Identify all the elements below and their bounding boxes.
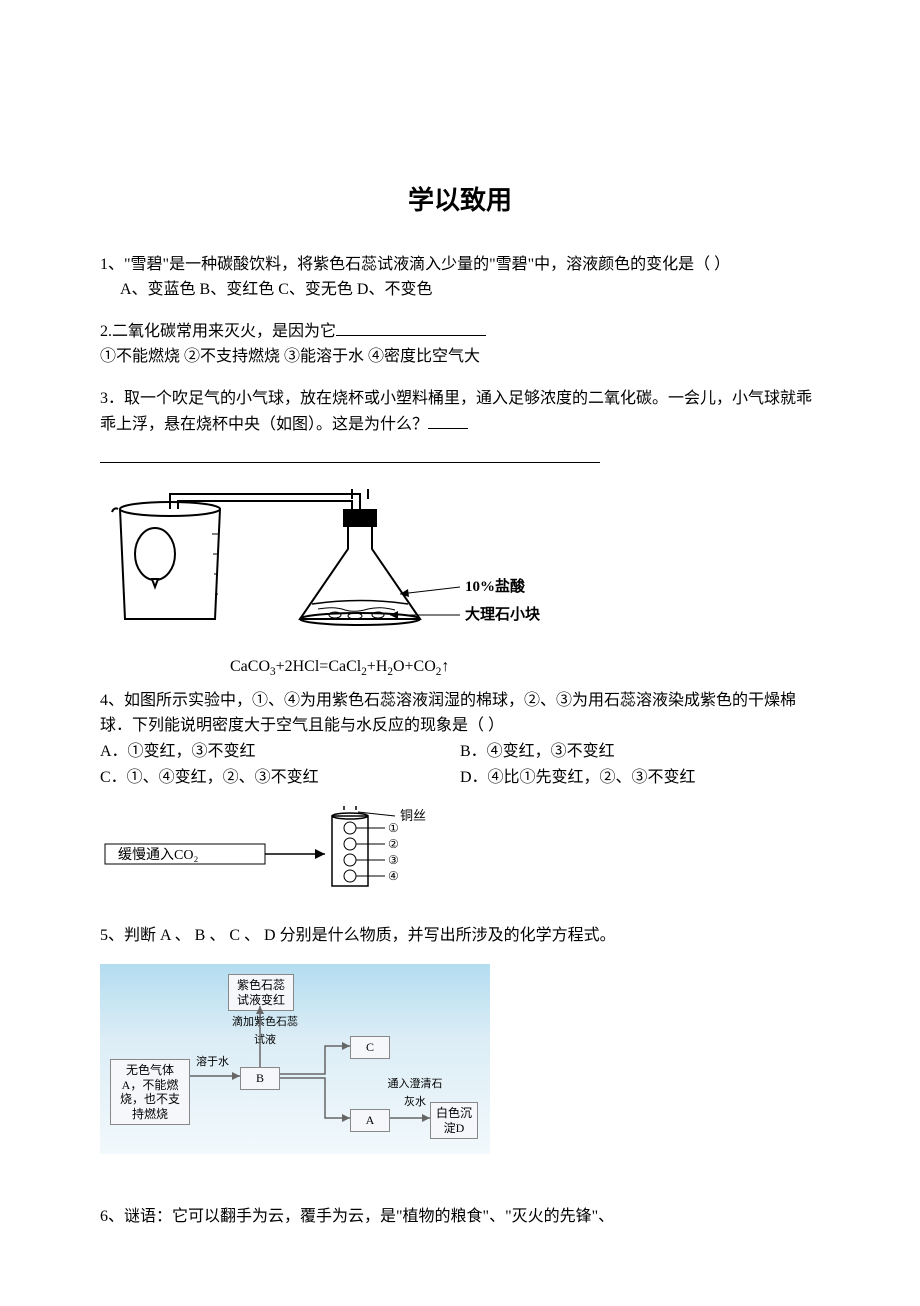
- q3-blank-short: [428, 428, 468, 429]
- question-5: 5、判断 A 、 B 、 C 、 D 分别是什么物质，并写出所涉及的化学方程式。: [100, 923, 820, 949]
- svg-text:①: ①: [388, 821, 399, 835]
- q3-text: 3．取一个吹足气的小气球，放在烧杯或小塑料桶里，通入足够浓度的二氧化碳。一会儿，…: [100, 386, 820, 437]
- question-2: 2.二氧化碳常用来灭火，是因为它 ①不能燃烧 ②不支持燃烧 ③能溶于水 ④密度比…: [100, 319, 820, 370]
- q4-optA: A．①变红，③不变红: [100, 739, 460, 765]
- figure-3: 无色气体A，不能燃烧，也不支持燃烧 B 紫色石蕊试液变红 C A 白色沉淀D 溶…: [100, 964, 820, 1154]
- fig1-hcl-label: 10%盐酸: [465, 577, 526, 595]
- question-3: 3．取一个吹足气的小气球，放在烧杯或小塑料桶里，通入足够浓度的二氧化碳。一会儿，…: [100, 386, 820, 463]
- fig1-marble-label: 大理石小块: [465, 605, 541, 623]
- question-1: 1、"雪碧"是一种碳酸饮料，将紫色石蕊试液滴入少量的"雪碧"中，溶液颜色的变化是…: [100, 252, 820, 303]
- q3-blank-long: [100, 445, 600, 463]
- fig1-formula: CaCO3+2HCl=CaCl2+H2O+CO2↑: [100, 654, 820, 682]
- q1-options: A、变蓝色 B、变红色 C、变无色 D、不变色: [100, 277, 820, 303]
- q4-optC: C．①、④变红，②、③不变红: [100, 765, 460, 791]
- question-6: 6、谜语：它可以翻手为云，覆手为云，是"植物的粮食"、"灭火的先锋"、: [100, 1204, 820, 1230]
- q5-text: 5、判断 A 、 B 、 C 、 D 分别是什么物质，并写出所涉及的化学方程式。: [100, 923, 820, 949]
- svg-text:②: ②: [388, 837, 399, 851]
- q6-text: 6、谜语：它可以翻手为云，覆手为云，是"植物的粮食"、"灭火的先锋"、: [100, 1204, 820, 1230]
- svg-text:铜丝: 铜丝: [400, 808, 426, 823]
- figure-2: 缓慢通入CO₂ ① ② ③ ④ 铜丝: [100, 806, 820, 905]
- q2-text: 2.二氧化碳常用来灭火，是因为它: [100, 319, 820, 345]
- q4-optB: B．④变红，③不变红: [460, 739, 820, 765]
- svg-text:③: ③: [388, 853, 399, 867]
- q4-optD: D．④比①先变红，②、③不变红: [460, 765, 820, 791]
- q4-text: 4、如图所示实验中，①、④为用紫色石蕊溶液润湿的棉球，②、③为用石蕊溶液染成紫色…: [100, 688, 820, 739]
- svg-text:④: ④: [388, 869, 399, 883]
- page-title: 学以致用: [100, 180, 820, 222]
- question-4: 4、如图所示实验中，①、④为用紫色石蕊溶液润湿的棉球，②、③为用石蕊溶液染成紫色…: [100, 688, 820, 790]
- q2-stem: 2.二氧化碳常用来灭火，是因为它: [100, 323, 336, 340]
- q1-text: 1、"雪碧"是一种碳酸饮料，将紫色石蕊试液滴入少量的"雪碧"中，溶液颜色的变化是…: [100, 252, 820, 278]
- fig2-gas-label: 缓慢通入CO₂: [118, 846, 198, 863]
- q2-blank: [336, 335, 486, 336]
- q2-options: ①不能燃烧 ②不支持燃烧 ③能溶于水 ④密度比空气大: [100, 344, 820, 370]
- figure-1: 10%盐酸 大理石小块: [100, 479, 820, 648]
- q3-stem: 3．取一个吹足气的小气球，放在烧杯或小塑料桶里，通入足够浓度的二氧化碳。一会儿，…: [100, 390, 812, 433]
